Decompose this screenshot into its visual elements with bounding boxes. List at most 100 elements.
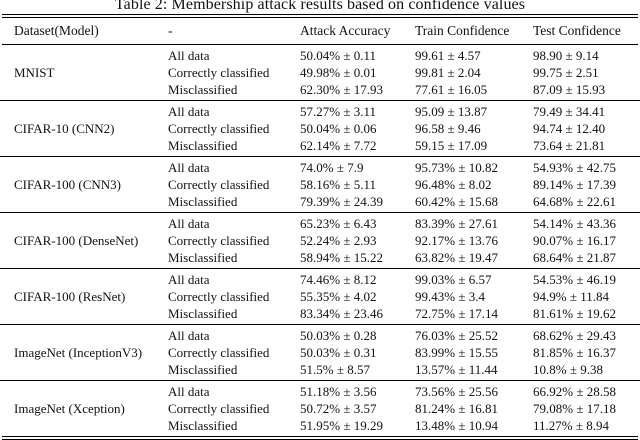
dataset-cell: ImageNet (InceptionV3) bbox=[14, 345, 143, 360]
subset-cell: All data bbox=[168, 216, 210, 231]
subset-cell: Misclassified bbox=[168, 138, 238, 153]
subset-cell: Correctly classified bbox=[168, 401, 270, 416]
test-confidence-cell: 94.9% ± 11.84 bbox=[533, 289, 609, 304]
subset-cell: Misclassified bbox=[168, 194, 238, 209]
test-confidence-cell: 94.74 ± 12.40 bbox=[533, 121, 606, 136]
subset-cell: All data bbox=[168, 104, 210, 119]
table-caption: Table 2: Membership attack results based… bbox=[114, 0, 526, 13]
train-confidence-cell: 92.17% ± 13.76 bbox=[415, 233, 498, 248]
train-confidence-cell: 99.43% ± 3.4 bbox=[415, 289, 485, 304]
test-confidence-cell: 54.53% ± 46.19 bbox=[533, 272, 616, 287]
attack-accuracy-cell: 51.5% ± 8.57 bbox=[300, 362, 370, 377]
header-subset: - bbox=[168, 23, 173, 38]
train-confidence-cell: 13.57% ± 11.44 bbox=[415, 362, 498, 377]
header-test-confidence: Test Confidence bbox=[533, 23, 621, 38]
subset-cell: All data bbox=[168, 48, 210, 63]
header-dataset-model: Dataset(Model) bbox=[14, 23, 99, 38]
subset-cell: Correctly classified bbox=[168, 345, 270, 360]
train-confidence-cell: 83.39% ± 27.61 bbox=[415, 216, 498, 231]
attack-accuracy-cell: 58.94% ± 15.22 bbox=[300, 250, 383, 265]
subset-cell: Misclassified bbox=[168, 418, 238, 433]
test-confidence-cell: 81.61% ± 19.62 bbox=[533, 306, 616, 321]
table-section: CIFAR-100 (CNN3) All data 74.0% ± 7.9 95.73… bbox=[0, 156, 640, 212]
train-confidence-cell: 13.48% ± 10.94 bbox=[415, 418, 498, 433]
train-confidence-cell: 99.03% ± 6.57 bbox=[415, 272, 492, 287]
table-section: ImageNet (InceptionV3) All data 50.03% ± 0… bbox=[0, 324, 640, 380]
table-body: MNIST All data 50.04% ± 0.11 99.61 ± 4.57 98… bbox=[0, 45, 640, 436]
dataset-cell: CIFAR-100 (DenseNet) bbox=[14, 233, 139, 248]
test-confidence-cell: 68.62% ± 29.43 bbox=[533, 328, 616, 343]
subset-cell: Misclassified bbox=[168, 250, 238, 265]
dataset-cell: ImageNet (Xception) bbox=[14, 401, 125, 416]
subset-cell: All data bbox=[168, 328, 210, 343]
attack-accuracy-cell: 50.04% ± 0.11 bbox=[300, 48, 376, 63]
subset-cell: All data bbox=[168, 272, 210, 287]
test-confidence-cell: 11.27% ± 8.94 bbox=[533, 418, 609, 433]
train-confidence-cell: 72.75% ± 17.14 bbox=[415, 306, 498, 321]
test-confidence-cell: 99.75 ± 2.51 bbox=[533, 65, 599, 80]
test-confidence-cell: 66.92% ± 28.58 bbox=[533, 384, 616, 399]
test-confidence-cell: 10.8% ± 9.38 bbox=[533, 362, 603, 377]
test-confidence-cell: 79.49 ± 34.41 bbox=[533, 104, 606, 119]
subset-cell: All data bbox=[168, 384, 210, 399]
train-confidence-cell: 76.03% ± 25.52 bbox=[415, 328, 498, 343]
dataset-cell: CIFAR-10 (CNN2) bbox=[14, 121, 115, 136]
test-confidence-cell: 68.64% ± 21.87 bbox=[533, 250, 616, 265]
train-confidence-cell: 95.09 ± 13.87 bbox=[415, 104, 488, 119]
train-confidence-cell: 95.73% ± 10.82 bbox=[415, 160, 498, 175]
table-section: CIFAR-100 (ResNet) All data 74.46% ± 8.12 9… bbox=[0, 268, 640, 324]
table-bottom-rule bbox=[2, 436, 638, 440]
attack-accuracy-cell: 50.04% ± 0.06 bbox=[300, 121, 377, 136]
attack-accuracy-cell: 49.98% ± 0.01 bbox=[300, 65, 377, 80]
header-attack-accuracy: Attack Accuracy bbox=[300, 23, 391, 38]
subset-cell: Correctly classified bbox=[168, 121, 270, 136]
table-top-rule bbox=[2, 14, 638, 18]
attack-accuracy-cell: 55.35% ± 4.02 bbox=[300, 289, 377, 304]
test-confidence-cell: 54.93% ± 42.75 bbox=[533, 160, 616, 175]
attack-accuracy-cell: 74.0% ± 7.9 bbox=[300, 160, 364, 175]
header-rule bbox=[2, 44, 638, 45]
test-confidence-cell: 98.90 ± 9.14 bbox=[533, 48, 599, 63]
attack-accuracy-cell: 65.23% ± 6.43 bbox=[300, 216, 377, 231]
train-confidence-cell: 99.61 ± 4.57 bbox=[415, 48, 481, 63]
table-header-row: Dataset(Model) - Attack Accuracy Train C… bbox=[0, 18, 640, 44]
attack-accuracy-cell: 62.14% ± 7.72 bbox=[300, 138, 377, 153]
subset-cell: Correctly classified bbox=[168, 289, 270, 304]
train-confidence-cell: 59.15 ± 17.09 bbox=[415, 138, 488, 153]
attack-accuracy-cell: 50.72% ± 3.57 bbox=[300, 401, 377, 416]
attack-accuracy-cell: 58.16% ± 5.11 bbox=[300, 177, 376, 192]
subset-cell: Misclassified bbox=[168, 306, 238, 321]
train-confidence-cell: 77.61 ± 16.05 bbox=[415, 82, 488, 97]
subset-cell: Correctly classified bbox=[168, 177, 270, 192]
table-section: MNIST All data 50.04% ± 0.11 99.61 ± 4.57 98… bbox=[0, 45, 640, 100]
attack-accuracy-cell: 50.03% ± 0.31 bbox=[300, 345, 377, 360]
table-section: CIFAR-100 (DenseNet) All data 65.23% ± 6.4… bbox=[0, 212, 640, 268]
test-confidence-cell: 90.07% ± 16.17 bbox=[533, 233, 616, 248]
train-confidence-cell: 99.81 ± 2.04 bbox=[415, 65, 481, 80]
table-section: CIFAR-10 (CNN2) All data 57.27% ± 3.11 95.0… bbox=[0, 100, 640, 156]
attack-accuracy-cell: 52.24% ± 2.93 bbox=[300, 233, 377, 248]
train-confidence-cell: 96.58 ± 9.46 bbox=[415, 121, 481, 136]
subset-cell: Misclassified bbox=[168, 82, 238, 97]
subset-cell: All data bbox=[168, 160, 210, 175]
train-confidence-cell: 60.42% ± 15.68 bbox=[415, 194, 498, 209]
train-confidence-cell: 81.24% ± 16.81 bbox=[415, 401, 498, 416]
attack-accuracy-cell: 74.46% ± 8.12 bbox=[300, 272, 377, 287]
dataset-cell: MNIST bbox=[14, 65, 55, 80]
test-confidence-cell: 89.14% ± 17.39 bbox=[533, 177, 616, 192]
attack-accuracy-cell: 57.27% ± 3.11 bbox=[300, 104, 376, 119]
subset-cell: Correctly classified bbox=[168, 233, 270, 248]
train-confidence-cell: 96.48% ± 8.02 bbox=[415, 177, 492, 192]
train-confidence-cell: 63.82% ± 19.47 bbox=[415, 250, 498, 265]
test-confidence-cell: 64.68% ± 22.61 bbox=[533, 194, 616, 209]
attack-accuracy-cell: 51.18% ± 3.56 bbox=[300, 384, 377, 399]
test-confidence-cell: 81.85% ± 16.37 bbox=[533, 345, 616, 360]
attack-accuracy-cell: 51.95% ± 19.29 bbox=[300, 418, 383, 433]
train-confidence-cell: 73.56% ± 25.56 bbox=[415, 384, 498, 399]
attack-accuracy-cell: 83.34% ± 23.46 bbox=[300, 306, 383, 321]
attack-accuracy-cell: 62.30% ± 17.93 bbox=[300, 82, 383, 97]
test-confidence-cell: 73.64 ± 21.81 bbox=[533, 138, 606, 153]
attack-accuracy-cell: 79.39% ± 24.39 bbox=[300, 194, 383, 209]
subset-cell: Correctly classified bbox=[168, 65, 270, 80]
